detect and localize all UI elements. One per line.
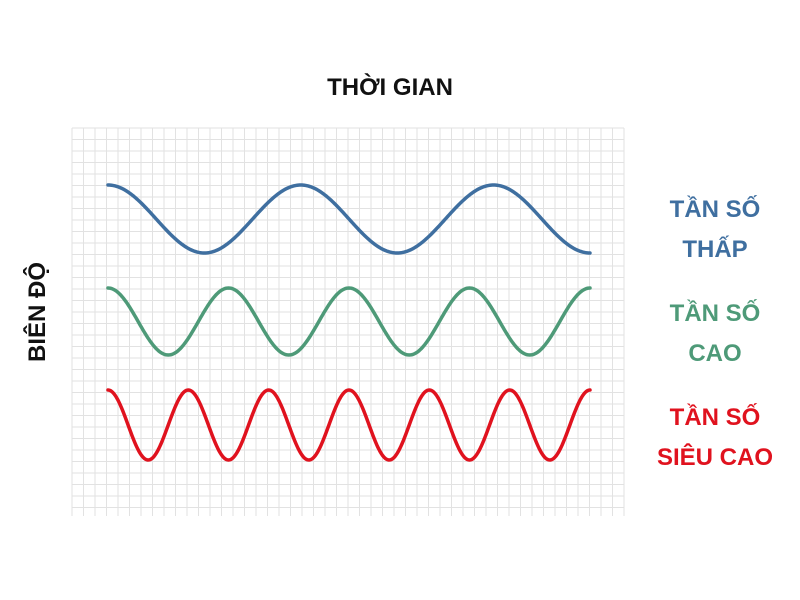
ultra-high-frequency-label: TẦN SỐ SIÊU CAO (630, 398, 800, 478)
low-frequency-label: TẦN SỐ THẤP (630, 190, 800, 270)
low-frequency-label-line2: THẤP (682, 236, 748, 263)
low-frequency-wave (106, 183, 592, 255)
low-frequency-label-line1: TẦN SỐ (669, 196, 761, 223)
ultra-high-frequency-label-line1: TẦN SỐ (669, 404, 761, 431)
high-frequency-label: TẦN SỐ CAO (630, 294, 800, 374)
ultra-high-frequency-label-line2: SIÊU CAO (656, 444, 773, 471)
high-frequency-wave (106, 286, 592, 357)
grid-background (71, 127, 625, 516)
ultra-high-frequency-wave (106, 388, 592, 462)
high-frequency-label-line1: TẦN SỐ (669, 300, 761, 327)
high-frequency-label-line2: CAO (688, 340, 742, 367)
time-axis-title: THỜI GIAN (327, 74, 453, 101)
